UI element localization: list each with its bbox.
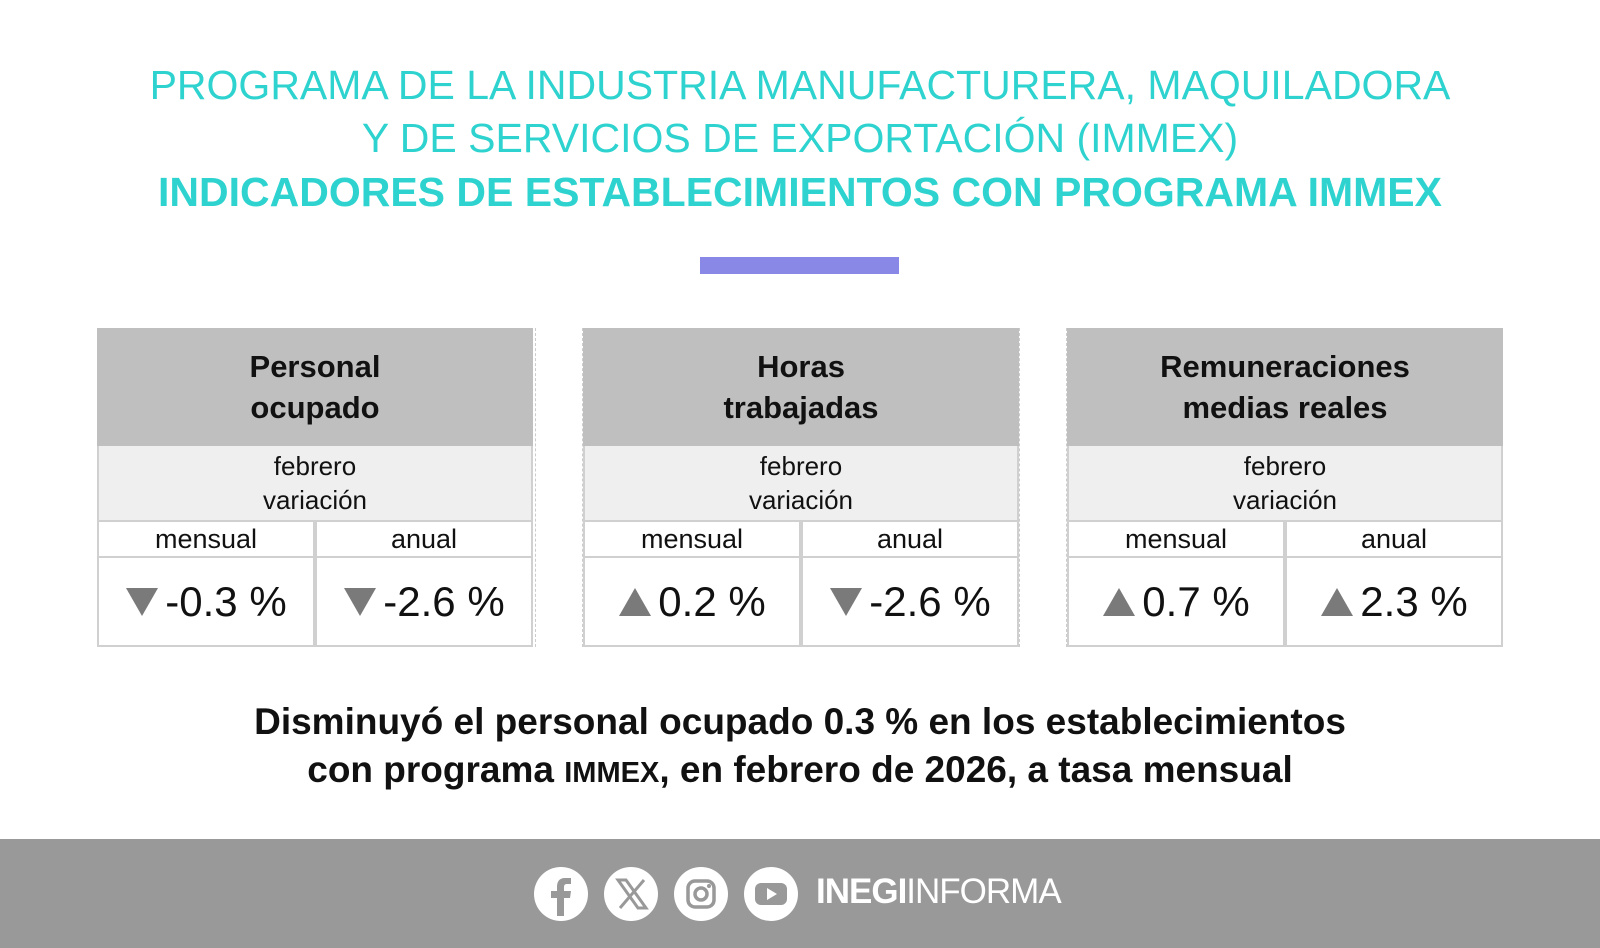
value: 0.7 % (1142, 577, 1250, 625)
value: 2.3 % (1360, 577, 1468, 625)
summary-text: , en febrero de 2026, a tasa mensual (659, 749, 1293, 790)
trend-arrow (344, 587, 377, 616)
value-cell: -2.6 % (801, 556, 1019, 647)
header-line: Y DE SERVICIOS DE EXPORTACIÓN (IMMEX) (361, 115, 1239, 161)
column-name: anual (801, 520, 1019, 558)
summary-text: con programa (307, 749, 565, 790)
period: febrero (273, 451, 357, 481)
social-icons (534, 867, 798, 921)
variation-label: variación (262, 485, 368, 515)
value: 0.2 % (658, 577, 766, 625)
column-name: anual (1285, 520, 1503, 558)
group-title-line: ocupado (250, 390, 380, 425)
column-gap (535, 328, 583, 647)
group-title-line: Remuneraciones (1160, 349, 1410, 384)
group-title-line: medias reales (1182, 390, 1388, 425)
trend-arrow-shape (1321, 587, 1354, 616)
value-cell: 0.2 % (583, 556, 801, 647)
column-name: mensual (583, 520, 801, 558)
value-cell: 2.3 % (1285, 556, 1503, 647)
group-title-line: Personal (249, 349, 381, 384)
group-title: Remuneraciones medias reales (1067, 328, 1503, 446)
group-title-line: trabajadas (723, 390, 879, 425)
x-icon[interactable] (604, 867, 658, 921)
column-gap (1019, 328, 1067, 647)
period: febrero (1243, 451, 1327, 481)
period: febrero (759, 451, 843, 481)
brand-bold: INEGI (816, 872, 907, 911)
column-name: mensual (1067, 520, 1285, 558)
accent-bar (700, 257, 899, 274)
variation-label: variación (1232, 485, 1338, 515)
column-name: anual (315, 520, 533, 558)
value-cell: -0.3 % (97, 556, 315, 647)
value: -2.6 % (383, 577, 505, 625)
column-name: mensual (97, 520, 315, 558)
period-cell: febrero variación (97, 446, 533, 520)
group-title: Personal ocupado (97, 328, 533, 446)
trend-arrow (1103, 587, 1136, 616)
trend-arrow-shape (126, 587, 159, 616)
group-title: Horas trabajadas (583, 328, 1019, 446)
trend-arrow (830, 587, 863, 616)
group-title-line: Horas (757, 349, 845, 384)
trend-arrow-shape (1103, 587, 1136, 616)
brand[interactable]: INEGIINFORMA (816, 872, 1062, 912)
value: -0.3 % (165, 577, 287, 625)
trend-arrow-shape (830, 587, 863, 616)
trend-arrow (126, 587, 159, 616)
trend-arrow-shape (344, 587, 377, 616)
trend-arrow (619, 587, 652, 616)
brand-light: INFORMA (906, 872, 1061, 911)
value-cell: 0.7 % (1067, 556, 1285, 647)
summary-acronym: IMMEX (564, 757, 660, 789)
period-cell: febrero variación (583, 446, 1019, 520)
variation-label: variación (748, 485, 854, 515)
value: -2.6 % (869, 577, 991, 625)
summary-line: con programa IMMEX, en febrero de 2026, … (0, 746, 1600, 797)
summary-line: Disminuyó el personal ocupado 0.3 % en l… (254, 701, 1346, 742)
youtube-icon[interactable] (744, 867, 798, 921)
header-subtitle: INDICADORES DE ESTABLECIMIENTOS CON PROG… (158, 169, 1442, 215)
instagram-icon[interactable] (674, 867, 728, 921)
facebook-icon[interactable] (534, 867, 588, 921)
value-cell: -2.6 % (315, 556, 533, 647)
header-line: PROGRAMA DE LA INDUSTRIA MANUFACTURERA, … (149, 62, 1451, 108)
trend-arrow (1321, 587, 1354, 616)
period-cell: febrero variación (1067, 446, 1503, 520)
trend-arrow-shape (619, 587, 652, 616)
footer: INEGIINFORMA (0, 839, 1600, 948)
